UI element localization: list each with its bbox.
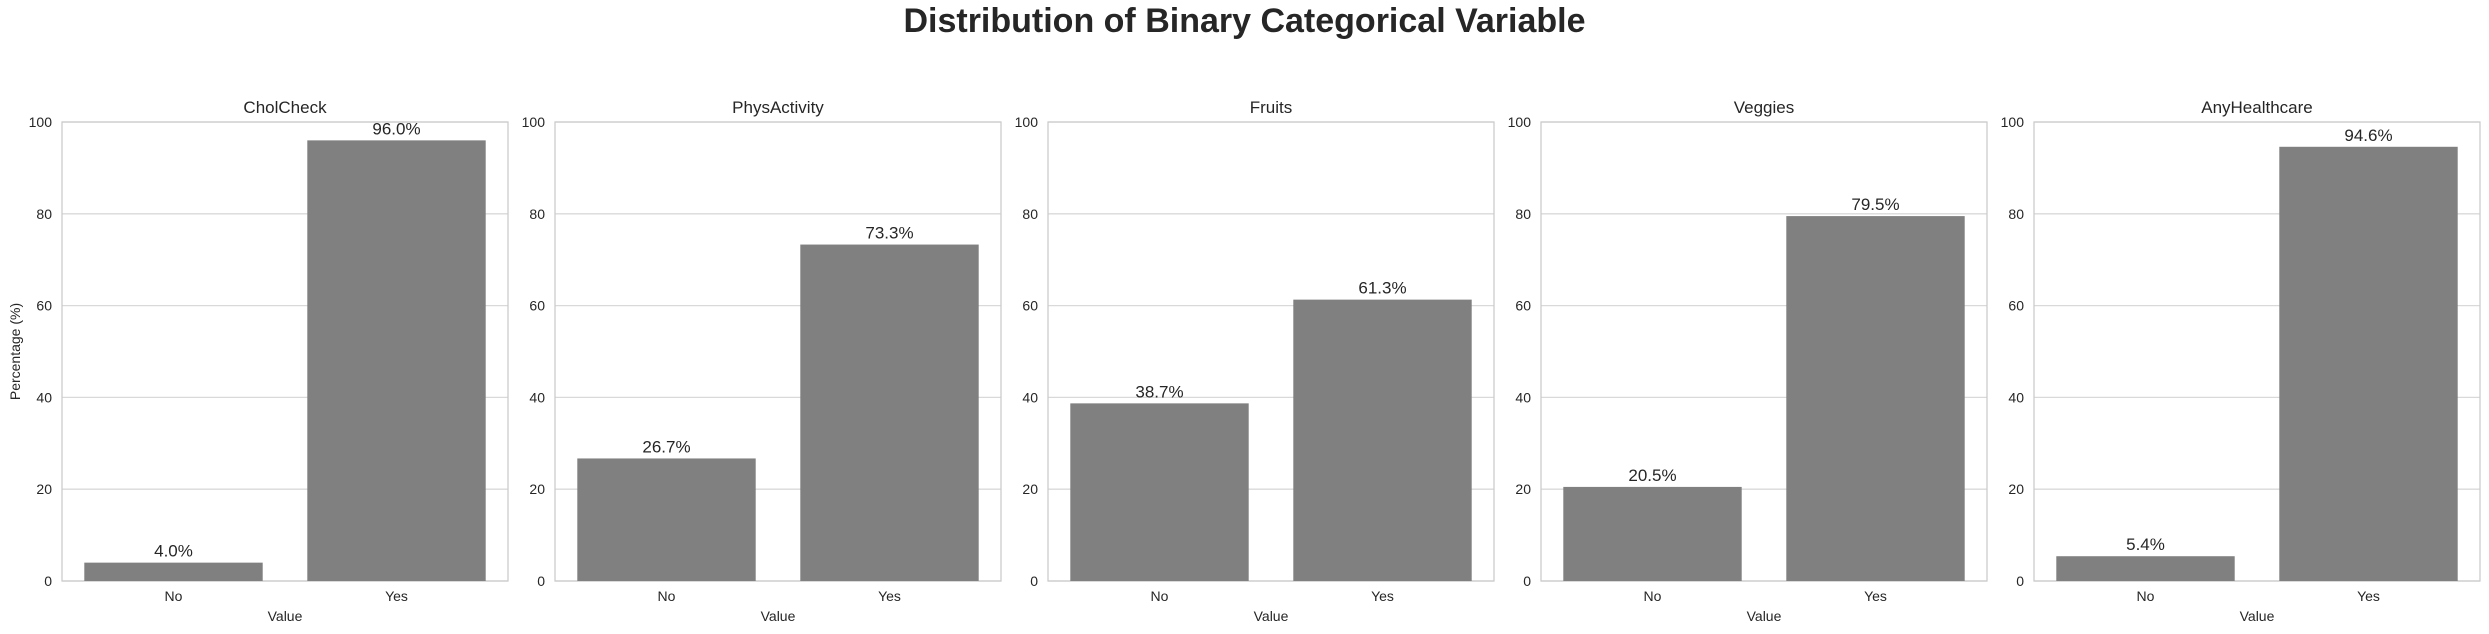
veggies-ytick-label: 80 [1515,206,1531,222]
fruits-xtick-label: Yes [1371,588,1394,604]
figure-title: Distribution of Binary Categorical Varia… [903,2,1586,40]
veggies-x-axis-label: Value [1747,608,1782,624]
fruits-data-label: 38.7% [1135,382,1183,401]
fruits-xtick-label: No [1151,588,1169,604]
veggies-ytick-label: 40 [1515,389,1531,405]
physactivity-xtick-label: No [658,588,676,604]
veggies-ytick-label: 20 [1515,481,1531,497]
anyhealthcare-xtick-label: No [2137,588,2155,604]
fruits-ytick-label: 20 [1022,481,1038,497]
veggies-data-label: 79.5% [1851,195,1899,214]
veggies-data-label: 20.5% [1628,466,1676,485]
veggies-plot-frame [1540,121,1988,582]
anyhealthcare-bar-no [2056,556,2235,581]
anyhealthcare-subplot-title: AnyHealthcare [2201,98,2313,117]
veggies-xtick-label: No [1644,588,1662,604]
physactivity-x-axis-label: Value [761,608,796,624]
anyhealthcare-ytick-label: 0 [2016,573,2024,589]
fruits-ytick-label: 80 [1022,206,1038,222]
veggies-xtick-label: Yes [1864,588,1887,604]
physactivity-ytick-label: 0 [537,573,545,589]
fruits-ytick-label: 40 [1022,389,1038,405]
anyhealthcare-x-axis-label: Value [2240,608,2275,624]
anyhealthcare-ytick-label: 20 [2008,481,2024,497]
physactivity-data-label: 73.3% [865,224,913,243]
fruits-subplot-title: Fruits [1250,98,1293,117]
fruits-ytick-label: 60 [1022,298,1038,314]
veggies-subplot-title: Veggies [1734,98,1795,117]
cholcheck-ytick-label: 80 [36,206,52,222]
anyhealthcare-ytick-label: 40 [2008,389,2024,405]
physactivity-ytick-label: 80 [529,206,545,222]
veggies-bar-yes [1786,216,1965,581]
fruits-x-axis-label: Value [1254,608,1289,624]
cholcheck-ytick-label: 20 [36,481,52,497]
cholcheck-xtick-label: No [165,588,183,604]
cholcheck-ytick-label: 60 [36,298,52,314]
anyhealthcare-ytick-label: 100 [2001,114,2025,130]
anyhealthcare-xtick-label: Yes [2357,588,2380,604]
fruits-bar-yes [1293,299,1472,581]
cholcheck-ytick-label: 40 [36,389,52,405]
physactivity-plot-frame [554,121,1002,582]
physactivity-subplot-title: PhysActivity [732,98,824,117]
cholcheck-data-label: 4.0% [154,542,193,561]
fruits-ytick-label: 0 [1030,573,1038,589]
physactivity-data-label: 26.7% [642,437,690,456]
fruits-data-label: 61.3% [1358,279,1406,298]
veggies-ytick-label: 60 [1515,298,1531,314]
cholcheck-ytick-label: 100 [29,114,53,130]
veggies-ytick-label: 0 [1523,573,1531,589]
veggies-bar-no [1563,486,1742,581]
anyhealthcare-plot-frame [2033,121,2481,582]
fruits-plot-frame [1047,121,1495,582]
anyhealthcare-data-label: 94.6% [2344,126,2392,145]
physactivity-ytick-label: 20 [529,481,545,497]
cholcheck-y-axis-label: Percentage (%) [7,303,23,400]
cholcheck-x-axis-label: Value [268,608,303,624]
cholcheck-bar-no [84,562,263,581]
physactivity-ytick-label: 60 [529,298,545,314]
physactivity-bar-no [577,458,756,581]
anyhealthcare-data-label: 5.4% [2126,535,2165,554]
cholcheck-bar-yes [307,140,486,582]
fruits-bar-no [1070,403,1249,581]
physactivity-bar-yes [800,244,979,582]
anyhealthcare-ytick-label: 80 [2008,206,2024,222]
cholcheck-ytick-label: 0 [44,573,52,589]
physactivity-ytick-label: 40 [529,389,545,405]
cholcheck-subplot-title: CholCheck [243,98,327,117]
cholcheck-data-label: 96.0% [372,119,420,138]
fruits-ytick-label: 100 [1015,114,1039,130]
anyhealthcare-ytick-label: 60 [2008,298,2024,314]
physactivity-ytick-label: 100 [522,114,546,130]
anyhealthcare-bar-yes [2279,146,2458,581]
cholcheck-xtick-label: Yes [385,588,408,604]
veggies-ytick-label: 100 [1508,114,1532,130]
cholcheck-plot-frame [61,121,509,582]
physactivity-xtick-label: Yes [878,588,901,604]
